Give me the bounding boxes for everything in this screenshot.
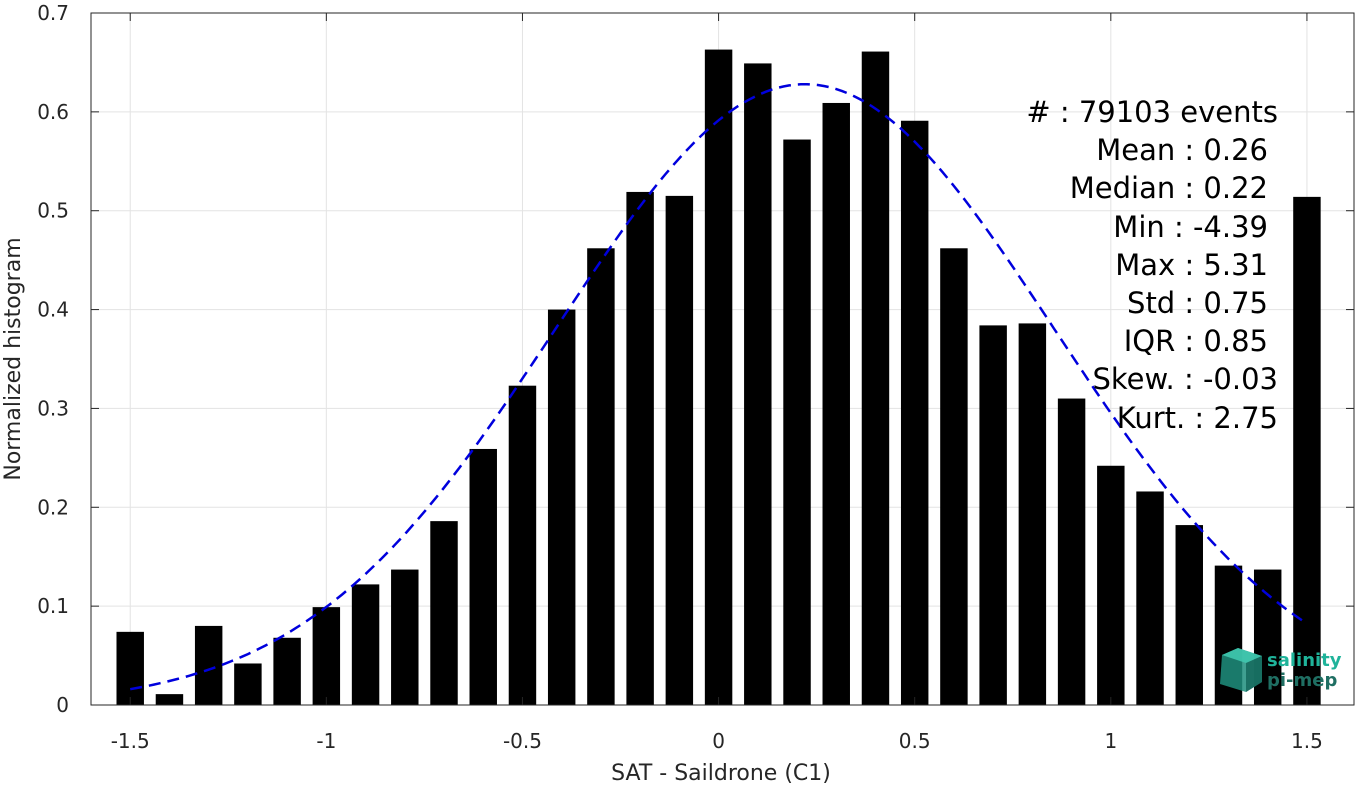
histogram-bar bbox=[940, 248, 968, 705]
axis-ticks bbox=[91, 12, 1354, 706]
histogram-bar bbox=[744, 63, 772, 706]
x-tick-label: 0 bbox=[712, 729, 725, 753]
histogram-bar bbox=[1018, 323, 1047, 705]
histogram-bar bbox=[626, 191, 654, 706]
logo-line1: salinity bbox=[1267, 650, 1342, 671]
histogram-bars bbox=[116, 49, 1321, 706]
histogram-bar bbox=[587, 248, 615, 705]
histogram-bar bbox=[391, 569, 419, 705]
histogram-bar bbox=[547, 309, 576, 705]
y-tick-label: 0.2 bbox=[37, 495, 69, 519]
histogram-bar bbox=[1136, 491, 1164, 705]
histogram-bar bbox=[1057, 398, 1086, 705]
histogram-bar bbox=[273, 637, 301, 705]
logo-line2: pi-mep bbox=[1267, 670, 1337, 691]
histogram-bar bbox=[665, 195, 694, 705]
histogram-bar bbox=[783, 139, 811, 706]
histogram-bar bbox=[704, 49, 733, 705]
histogram-bar bbox=[508, 385, 537, 705]
stat-median: Median : 0.22 bbox=[1070, 171, 1268, 205]
salinity-pimep-logo: salinity pi-mep bbox=[1220, 648, 1342, 692]
stat-min: Min : -4.39 bbox=[1113, 210, 1268, 244]
x-tick-labels: -1.5 -1 -0.5 0 0.5 1 1.5 bbox=[111, 729, 1323, 753]
stat-max: Max : 5.31 bbox=[1115, 248, 1268, 282]
y-tick-label: 0.3 bbox=[37, 396, 69, 420]
histogram-bar bbox=[979, 325, 1007, 705]
x-axis-label: SAT - Saildrone (C1) bbox=[611, 761, 831, 785]
y-tick-label: 0.4 bbox=[37, 298, 69, 322]
stat-iqr: IQR : 0.85 bbox=[1124, 324, 1268, 358]
stat-skew: Skew. : -0.03 bbox=[1092, 362, 1278, 396]
y-tick-labels: 0 0.1 0.2 0.3 0.4 0.5 0.6 0.7 bbox=[37, 1, 69, 717]
histogram-bar bbox=[155, 694, 184, 705]
stat-count: # : 79103 events bbox=[1026, 95, 1278, 129]
x-tick-label: -0.5 bbox=[503, 729, 542, 753]
x-tick-label: 0.5 bbox=[899, 729, 931, 753]
y-axis-label: Normalized histogram bbox=[1, 237, 26, 480]
y-tick-label: 0 bbox=[56, 693, 69, 717]
histogram-bar bbox=[1293, 196, 1321, 706]
x-tick-label: -1.5 bbox=[111, 729, 150, 753]
histogram-bar bbox=[116, 631, 144, 705]
x-tick-label: -1 bbox=[316, 729, 336, 753]
histogram-bar bbox=[822, 102, 850, 705]
statistics-box: # : 79103 events Mean : 0.26 Median : 0.… bbox=[1026, 95, 1278, 435]
histogram-bar bbox=[430, 521, 458, 705]
histogram-bar bbox=[1175, 525, 1203, 705]
histogram-bar bbox=[351, 584, 380, 705]
stat-mean: Mean : 0.26 bbox=[1096, 133, 1268, 167]
histogram-bar bbox=[1097, 465, 1125, 705]
y-tick-label: 0.6 bbox=[37, 100, 69, 124]
histogram-bar bbox=[900, 120, 929, 706]
axes-box bbox=[90, 12, 1355, 706]
y-tick-label: 0.5 bbox=[37, 199, 69, 223]
histogram-bar bbox=[312, 607, 341, 705]
y-tick-label: 0.1 bbox=[37, 594, 69, 618]
y-tick-label: 0.7 bbox=[37, 1, 69, 25]
stat-kurt: Kurt. : 2.75 bbox=[1117, 401, 1278, 435]
histogram-bar bbox=[469, 448, 497, 705]
histogram-bar bbox=[194, 625, 223, 705]
x-tick-label: 1 bbox=[1104, 729, 1117, 753]
x-tick-label: 1.5 bbox=[1291, 729, 1323, 753]
histogram-bar bbox=[861, 51, 890, 706]
histogram-bar bbox=[234, 663, 262, 705]
normal-fit-curve bbox=[129, 82, 1308, 691]
stat-std: Std : 0.75 bbox=[1127, 286, 1268, 320]
